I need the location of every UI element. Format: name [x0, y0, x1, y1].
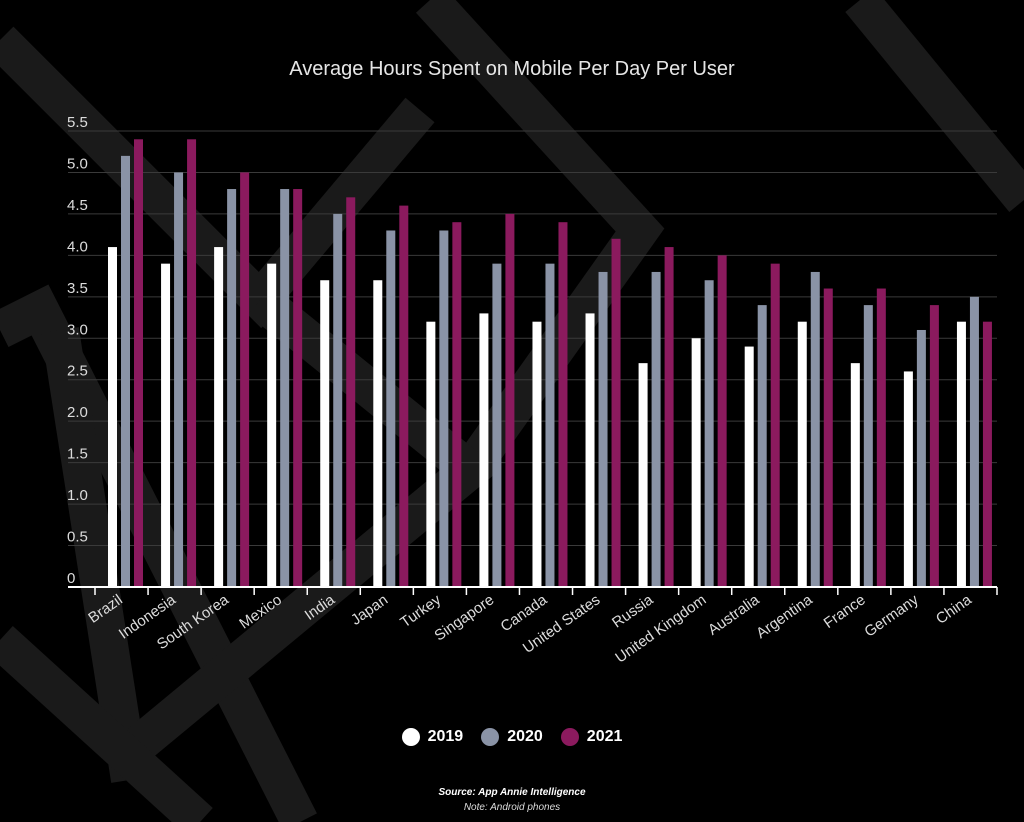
y-tick-label: 0.5: [67, 529, 88, 546]
bar-2021-russia: [664, 247, 674, 587]
y-tick-label: 5.5: [67, 114, 88, 131]
legend-swatch: [401, 728, 420, 746]
legend-swatch: [560, 728, 579, 746]
bar-2021-india: [346, 197, 356, 587]
bar-2021-japan: [399, 205, 409, 588]
x-tick-label: Germany: [861, 591, 922, 641]
bar-2020-germany: [916, 329, 926, 587]
bar-2019-india: [320, 280, 330, 587]
chart-title: Average Hours Spent on Mobile Per Day Pe…: [289, 58, 735, 80]
y-tick-label: 0: [67, 570, 75, 587]
legend-item-2019: 2019: [401, 728, 464, 746]
y-tick-label: 3.0: [67, 321, 88, 338]
bar-2019-united-states: [585, 313, 595, 587]
bar-2021-australia: [770, 263, 780, 587]
bar-2021-south-korea: [240, 172, 250, 588]
bar-2020-brazil: [121, 155, 130, 587]
bar-2019-germany: [903, 371, 913, 587]
bar-2019-brazil: [108, 247, 117, 587]
bar-2020-indonesia: [174, 172, 184, 588]
y-tick-label: 1.0: [67, 487, 88, 504]
note-text: Note: Android phones: [463, 802, 561, 813]
bar-2019-united-kingdom: [691, 338, 701, 587]
legend-item-2021: 2021: [560, 728, 623, 746]
bar-2020-south-korea: [227, 189, 237, 587]
y-tick-label: 3.5: [67, 280, 88, 297]
y-tick-label: 5.0: [67, 155, 88, 172]
bar-2021-china: [982, 321, 992, 587]
bar-2020-russia: [651, 271, 661, 587]
bar-2019-mexico: [267, 263, 277, 587]
bar-2021-canada: [558, 222, 568, 587]
x-tick-label: India: [302, 591, 339, 624]
bar-2021-indonesia: [187, 139, 197, 588]
legend-label: 2019: [427, 728, 464, 745]
bar-2019-argentina: [797, 321, 807, 587]
bar-2020-united-kingdom: [704, 280, 714, 587]
bar-2021-germany: [929, 305, 939, 587]
bar-2019-australia: [744, 346, 754, 587]
bar-2021-united-states: [611, 238, 621, 588]
y-tick-label: 2.5: [67, 363, 88, 380]
bar-2020-india: [333, 213, 343, 587]
legend-swatch: [481, 728, 500, 746]
bar-2021-france: [876, 288, 886, 587]
bar-2020-australia: [757, 305, 767, 587]
x-tick-label: Singapore: [431, 591, 497, 644]
bar-2021-brazil: [134, 139, 143, 588]
bar-2020-japan: [386, 230, 396, 587]
x-tick-label: Mexico: [236, 591, 285, 632]
bar-2021-united-kingdom: [717, 255, 727, 587]
bar-2019-indonesia: [161, 263, 171, 587]
x-tick-label: China: [933, 591, 975, 628]
legend-label: 2021: [586, 728, 623, 745]
legend-label: 2020: [507, 728, 543, 745]
y-tick-label: 4.5: [67, 197, 88, 214]
y-tick-label: 4.0: [67, 238, 88, 255]
bar-2019-china: [956, 321, 966, 587]
bar-2020-argentina: [810, 271, 820, 587]
bar-2020-china: [969, 296, 979, 587]
bar-2021-argentina: [823, 288, 833, 587]
bar-2021-mexico: [293, 189, 303, 587]
bar-2019-france: [850, 363, 860, 587]
bar-2020-canada: [545, 263, 555, 587]
legend: 2019 2020 2021: [0, 728, 1024, 746]
legend-item-2020: 2020: [481, 728, 543, 746]
bar-2021-singapore: [505, 213, 515, 587]
bar-2020-mexico: [280, 189, 290, 587]
bar-2019-turkey: [426, 321, 436, 587]
bar-2020-france: [863, 305, 873, 587]
source-text: Source: App Annie Intelligence: [438, 787, 586, 798]
bar-2019-russia: [638, 363, 648, 587]
bar-2020-singapore: [492, 263, 502, 587]
bar-2020-turkey: [439, 230, 449, 587]
bar-2019-canada: [532, 321, 542, 587]
bar-2019-singapore: [479, 313, 489, 587]
x-tick-label: Australia: [705, 591, 763, 639]
x-tick-label: Brazil: [85, 591, 125, 626]
bar-2020-united-states: [598, 271, 608, 587]
y-tick-label: 1.5: [67, 446, 88, 463]
bar-2019-japan: [373, 280, 383, 587]
x-tick-label: Japan: [348, 591, 391, 628]
bar-2021-turkey: [452, 222, 462, 587]
bar-2019-south-korea: [214, 247, 224, 587]
x-tick-label: Argentina: [753, 591, 816, 642]
y-tick-label: 2.0: [67, 404, 88, 421]
x-tick-label: United Kingdom: [612, 591, 709, 666]
